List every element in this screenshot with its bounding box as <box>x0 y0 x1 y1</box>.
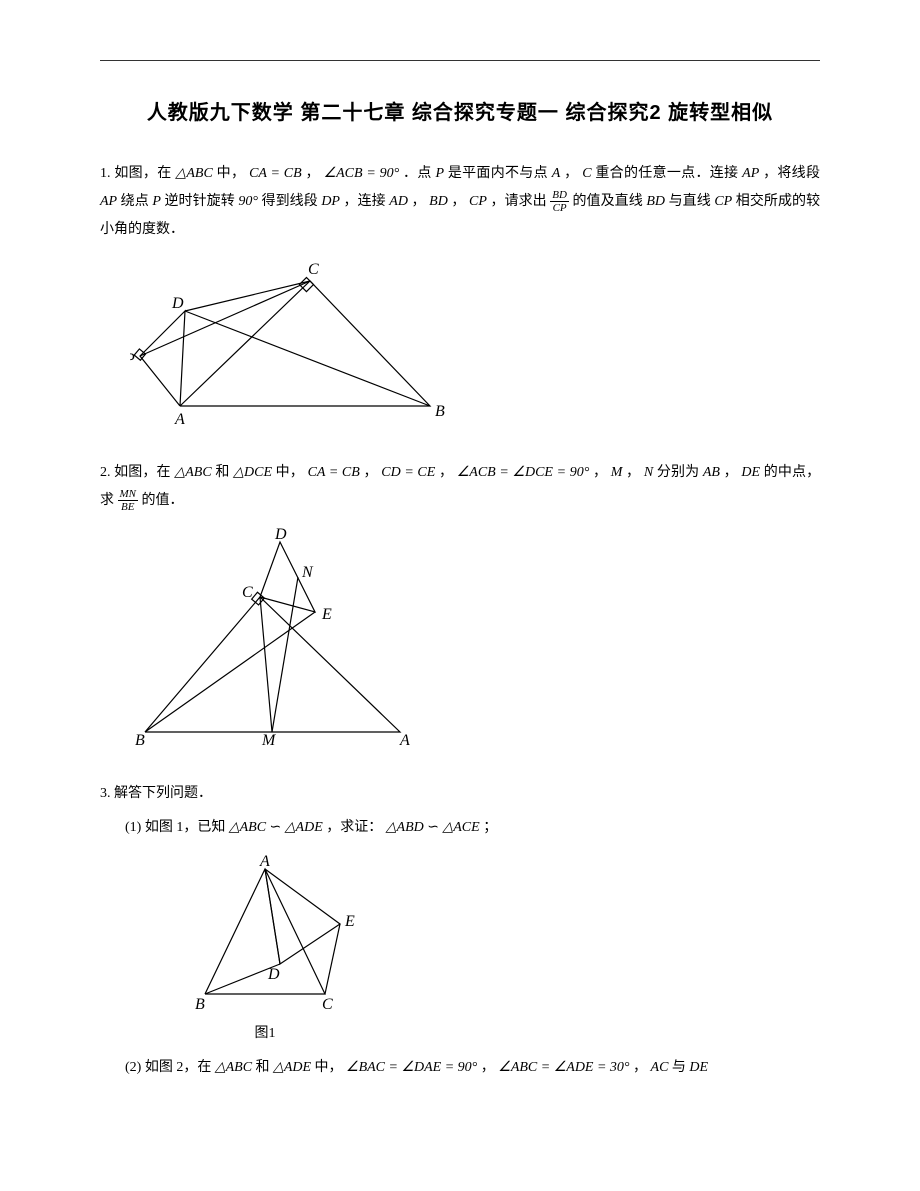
problem-2: 2. 如图，在 △ABC 和 △DCE 中， CA = CB ， CD = CE… <box>100 459 820 752</box>
svg-text:A: A <box>174 411 185 426</box>
svg-text:E: E <box>344 913 355 930</box>
svg-text:C: C <box>308 261 319 278</box>
svg-text:C: C <box>242 584 253 601</box>
svg-text:D: D <box>267 966 280 983</box>
triangle-diagram-1: A B C D P <box>130 256 450 426</box>
triangle-diagram-2: A B C D E M N <box>130 527 420 747</box>
problem-3-figure-1: A B C D E 图1 <box>190 854 820 1042</box>
problem-3-sub1: (1) 如图 1，已知 △ABC ∽ △ADE ，求证： △ABD ∽ △ACE… <box>125 814 820 842</box>
svg-text:B: B <box>195 996 205 1013</box>
problem-1-text: 1. 如图，在 △ABC 中， CA = CB ， ∠ACB = 90° ．点 … <box>100 160 820 244</box>
svg-text:D: D <box>171 295 184 312</box>
problem-1-number: 1. <box>100 166 111 181</box>
problem-3-sub2: (2) 如图 2，在 △ABC 和 △ADE 中， ∠BAC = ∠DAE = … <box>125 1054 820 1082</box>
fraction-bd-cp: BD CP <box>550 190 569 214</box>
header-rule <box>100 60 820 61</box>
svg-text:E: E <box>321 606 332 623</box>
problem-1: 1. 如图，在 △ABC 中， CA = CB ， ∠ACB = 90° ．点 … <box>100 160 820 431</box>
problem-2-text: 2. 如图，在 △ABC 和 △DCE 中， CA = CB ， CD = CE… <box>100 459 820 515</box>
problem-2-figure: A B C D E M N <box>130 527 820 752</box>
svg-text:B: B <box>435 403 445 420</box>
fraction-mn-be: MN BE <box>118 489 139 513</box>
triangle-diagram-3: A B C D E <box>190 854 360 1014</box>
problem-3-text: 3. 解答下列问题． <box>100 780 820 808</box>
svg-text:P: P <box>130 351 135 368</box>
svg-text:M: M <box>261 732 277 747</box>
svg-text:D: D <box>274 527 287 543</box>
svg-text:B: B <box>135 732 145 747</box>
svg-text:C: C <box>322 996 333 1013</box>
problem-1-figure: A B C D P <box>130 256 820 431</box>
figure-1-label: 图1 <box>190 1022 340 1042</box>
page-title: 人教版九下数学 第二十七章 综合探究专题一 综合探究2 旋转型相似 <box>100 96 820 125</box>
problem-2-number: 2. <box>100 465 111 480</box>
problem-3: 3. 解答下列问题． (1) 如图 1，已知 △ABC ∽ △ADE ，求证： … <box>100 780 820 1082</box>
svg-text:N: N <box>301 564 314 581</box>
svg-text:A: A <box>259 854 270 870</box>
svg-text:A: A <box>399 732 410 747</box>
problem-3-number: 3. <box>100 786 111 801</box>
